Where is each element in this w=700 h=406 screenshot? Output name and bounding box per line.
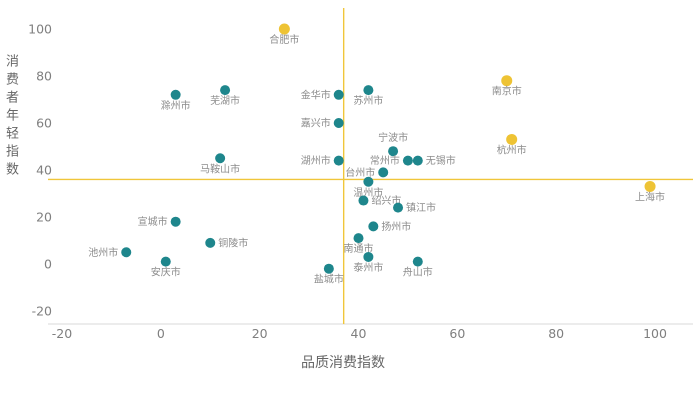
- x-tick-label: 80: [548, 326, 564, 341]
- scatter-point-label: 南京市: [492, 85, 522, 98]
- scatter-point-label: 宣城市: [138, 215, 168, 228]
- scatter-point: [378, 167, 389, 178]
- scatter-point: [506, 133, 518, 145]
- x-tick-label: 100: [643, 326, 667, 341]
- scatter-point: [333, 155, 344, 166]
- scatter-point: [333, 89, 344, 100]
- y-tick-label: 80: [36, 69, 52, 84]
- scatter-point-label: 安庆市: [151, 266, 181, 279]
- x-tick-label: 40: [351, 326, 367, 341]
- scatter-point-label: 嘉兴市: [301, 117, 331, 130]
- scatter-point-label: 上海市: [635, 190, 665, 203]
- scatter-point: [278, 23, 290, 35]
- scatter-point: [160, 256, 171, 267]
- scatter-point: [363, 251, 374, 262]
- scatter-point: [388, 146, 399, 157]
- scatter-point-label: 杭州市: [497, 143, 527, 156]
- scatter-point: [220, 85, 231, 96]
- y-tick-label: 40: [36, 163, 52, 178]
- scatter-point: [333, 118, 344, 128]
- scatter-point: [368, 221, 379, 232]
- x-axis-title: 品质消费指数: [301, 355, 385, 371]
- scatter-point: [323, 263, 334, 274]
- scatter-point: [358, 195, 369, 206]
- scatter-point-label: 铜陵市: [218, 236, 248, 249]
- y-tick-label: 0: [44, 257, 52, 272]
- scatter-point: [215, 153, 226, 164]
- scatter-point: [501, 75, 513, 87]
- scatter-point: [353, 233, 364, 244]
- scatter-point-label: 泰州市: [353, 261, 383, 274]
- scatter-point-label: 镇江市: [406, 201, 436, 214]
- scatter-point-label: 绍兴市: [371, 194, 401, 207]
- scatter-point: [393, 202, 404, 213]
- scatter-point-label: 温州市: [353, 186, 383, 199]
- scatter-point: [644, 180, 656, 192]
- scatter-point: [170, 216, 181, 227]
- y-tick-label: 60: [36, 116, 52, 131]
- scatter-point: [402, 155, 413, 166]
- scatter-point-label: 湖州市: [301, 154, 331, 167]
- scatter-point: [205, 237, 216, 248]
- scatter-point-label: 马鞍山市: [200, 162, 240, 175]
- y-tick-label: 100: [28, 22, 52, 37]
- x-tick-label: -20: [52, 326, 72, 341]
- scatter-point: [412, 155, 423, 166]
- scatter-point-label: 常州市: [370, 154, 400, 167]
- scatter-point-label: 南通市: [344, 242, 374, 255]
- scatter-point-label: 池州市: [88, 246, 118, 259]
- x-tick-label: 20: [252, 326, 268, 341]
- scatter-point-label: 金华市: [301, 88, 331, 101]
- scatter-point-label: 芜湖市: [210, 94, 240, 107]
- scatter-point: [363, 85, 374, 96]
- scatter-point-label: 合肥市: [269, 33, 299, 46]
- scatter-point-label: 滁州市: [161, 99, 191, 112]
- scatter-point-label: 盐城市: [314, 273, 344, 286]
- scatter-point-label: 宁波市: [378, 131, 408, 144]
- scatter-point: [363, 176, 374, 187]
- scatter-point-label: 舟山市: [403, 266, 433, 279]
- y-axis-title: 消费者年轻指数: [3, 54, 18, 180]
- scatter-point-label: 扬州市: [381, 220, 411, 233]
- scatter-point-label: 苏州市: [353, 94, 383, 107]
- y-tick-label: -20: [32, 304, 52, 319]
- x-tick-label: 60: [449, 326, 465, 341]
- scatter-point: [121, 247, 132, 258]
- scatter-point-label: 台州市: [345, 166, 375, 179]
- scatter-point-label: 无锡市: [426, 154, 456, 167]
- scatter-point: [412, 256, 423, 267]
- y-tick-label: 20: [36, 210, 52, 225]
- x-tick-label: 0: [157, 326, 165, 341]
- scatter-point: [170, 89, 181, 100]
